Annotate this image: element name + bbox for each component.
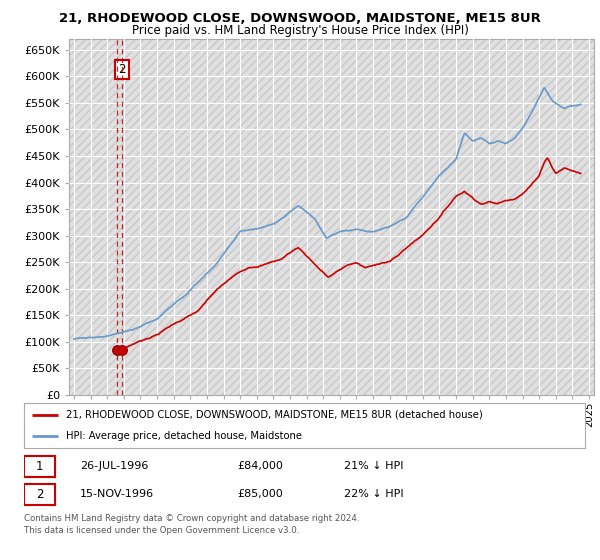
Text: 15-NOV-1996: 15-NOV-1996 [80, 489, 154, 500]
FancyBboxPatch shape [24, 484, 55, 505]
Text: 1: 1 [35, 460, 43, 473]
Text: 21, RHODEWOOD CLOSE, DOWNSWOOD, MAIDSTONE, ME15 8UR: 21, RHODEWOOD CLOSE, DOWNSWOOD, MAIDSTON… [59, 12, 541, 25]
FancyBboxPatch shape [24, 455, 55, 477]
Text: 2: 2 [118, 63, 125, 76]
Text: Price paid vs. HM Land Registry's House Price Index (HPI): Price paid vs. HM Land Registry's House … [131, 24, 469, 36]
Text: 21, RHODEWOOD CLOSE, DOWNSWOOD, MAIDSTONE, ME15 8UR (detached house): 21, RHODEWOOD CLOSE, DOWNSWOOD, MAIDSTON… [66, 410, 483, 420]
Text: 26-JUL-1996: 26-JUL-1996 [80, 461, 148, 471]
Text: 21% ↓ HPI: 21% ↓ HPI [344, 461, 403, 471]
Text: £85,000: £85,000 [237, 489, 283, 500]
Text: HPI: Average price, detached house, Maidstone: HPI: Average price, detached house, Maid… [66, 431, 302, 441]
Text: £84,000: £84,000 [237, 461, 283, 471]
Text: 22% ↓ HPI: 22% ↓ HPI [344, 489, 403, 500]
Text: 2: 2 [35, 488, 43, 501]
Text: Contains HM Land Registry data © Crown copyright and database right 2024.
This d: Contains HM Land Registry data © Crown c… [24, 514, 359, 535]
